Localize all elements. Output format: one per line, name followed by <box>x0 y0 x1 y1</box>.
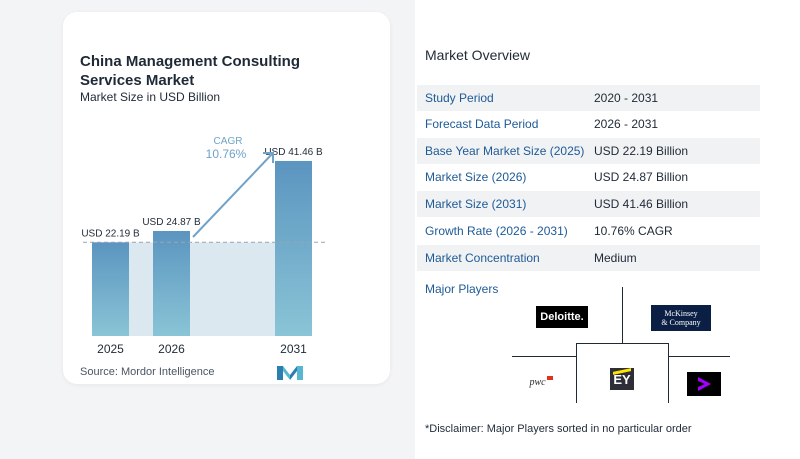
mckinsey-wordmark-line2: & Company <box>661 318 701 327</box>
row-value: Medium <box>594 251 637 265</box>
grid-divider <box>622 287 623 343</box>
grid-divider <box>668 343 669 403</box>
table-row: Market Concentration Medium <box>417 245 760 271</box>
deloitte-logo: Deloitte. <box>536 306 588 328</box>
row-value: 2020 - 2031 <box>594 91 659 105</box>
bar-chart: USD 22.19 B 2025 USD 24.87 B 2026 USD 41.46 … <box>81 136 328 356</box>
disclaimer-text: *Disclaimer: Major Players sorted in no … <box>425 423 692 435</box>
pwc-accent-icon <box>546 376 553 380</box>
cagr-label: CAGR <box>214 136 243 147</box>
bar-2026 <box>153 230 190 336</box>
row-label: Study Period <box>425 91 494 105</box>
table-row: Forecast Data Period 2026 - 2031 <box>417 111 760 137</box>
category-label: 2026 <box>158 342 185 356</box>
row-value: 2026 - 2031 <box>594 117 659 131</box>
table-row: Study Period 2020 - 2031 <box>417 85 760 111</box>
value-label: USD 41.46 B <box>264 147 323 158</box>
mckinsey-wordmark: McKinsey <box>664 309 698 318</box>
accenture-chevron-icon <box>698 377 711 391</box>
accenture-logo <box>687 372 721 396</box>
table-row: Growth Rate (2026 - 2031) 10.76% CAGR <box>417 218 760 244</box>
pwc-logo: pwc <box>528 374 554 390</box>
growth-shade <box>190 242 275 336</box>
row-value: 10.76% CAGR <box>594 224 673 238</box>
major-players-title: Major Players <box>425 282 499 296</box>
bar-2025 <box>92 242 129 336</box>
category-label: 2031 <box>280 342 307 356</box>
chart-subtitle: Market Size in USD Billion <box>80 90 221 104</box>
row-value: USD 22.19 Billion <box>594 144 689 158</box>
cagr-value: 10.76% <box>206 147 247 161</box>
deloitte-wordmark: Deloitte. <box>540 311 584 323</box>
overview-title: Market Overview <box>425 47 531 63</box>
row-label: Market Size (2031) <box>425 197 527 211</box>
grid-divider <box>668 356 730 357</box>
mckinsey-logo: McKinsey & Company <box>651 305 711 331</box>
pwc-wordmark: pwc <box>529 376 546 388</box>
row-label: Growth Rate (2026 - 2031) <box>425 224 568 238</box>
row-value: USD 24.87 Billion <box>594 170 689 184</box>
growth-shade <box>129 242 153 336</box>
value-label: USD 24.87 B <box>142 217 201 228</box>
row-label: Forecast Data Period <box>425 117 539 131</box>
grid-divider <box>512 356 576 357</box>
table-row: Market Size (2026) USD 24.87 Billion <box>417 164 760 190</box>
mordor-intelligence-logo <box>277 366 303 380</box>
category-label: 2025 <box>97 342 124 356</box>
row-label: Market Size (2026) <box>425 170 527 184</box>
table-row: Market Size (2031) USD 41.46 Billion <box>417 191 760 217</box>
bar-2031 <box>275 160 312 336</box>
row-label: Base Year Market Size (2025) <box>425 144 585 158</box>
cagr-arrowhead <box>263 152 274 163</box>
cagr-arrow <box>192 152 274 238</box>
table-row: Base Year Market Size (2025) USD 22.19 B… <box>417 138 760 164</box>
chart-title: China Management Consulting Services Mar… <box>80 53 301 89</box>
ey-wordmark: EY <box>613 371 631 387</box>
market-overview-panel <box>415 0 800 459</box>
row-label: Market Concentration <box>425 251 540 265</box>
row-value: USD 41.46 Billion <box>594 197 689 211</box>
source-text: Source: Mordor Intelligence <box>80 366 215 378</box>
value-label: USD 22.19 B <box>81 228 140 239</box>
ey-logo: EY <box>610 368 634 390</box>
grid-divider <box>576 343 577 403</box>
grid-divider <box>576 343 668 344</box>
